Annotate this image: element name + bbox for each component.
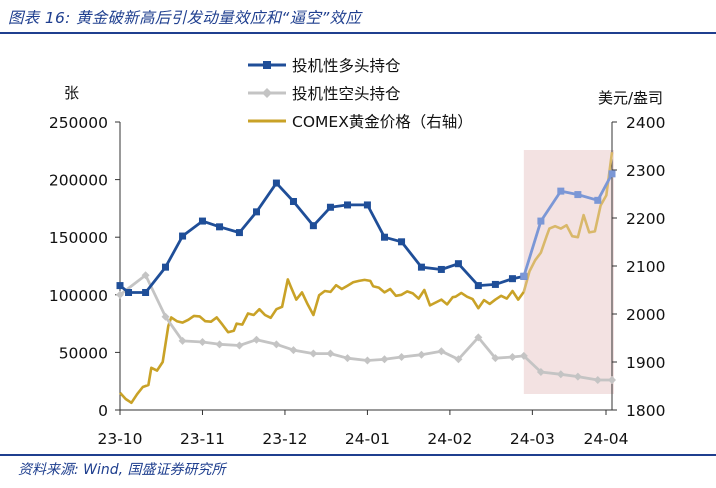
series-0-point: [289, 197, 297, 205]
right-tick-label: 2100: [626, 258, 665, 276]
series-2-point: [141, 271, 150, 280]
x-tick-label: 24-01: [345, 430, 390, 448]
series-2-point: [326, 349, 335, 358]
series-0-point: [142, 288, 150, 296]
series-1-point: [520, 272, 528, 280]
legend-swatch-marker: [263, 61, 271, 69]
series-2-point: [397, 353, 406, 362]
right-tick-label: 2000: [626, 306, 665, 324]
series-2-point: [474, 333, 483, 342]
series-0-point: [216, 223, 224, 231]
x-tick-label: 24-03: [510, 430, 555, 448]
series-1-point: [608, 170, 616, 178]
series-0-point: [272, 179, 280, 187]
series-0-point: [508, 275, 516, 283]
x-tick-label: 24-02: [427, 430, 472, 448]
series-2-point: [556, 370, 565, 379]
series-0-point: [344, 201, 352, 209]
series-1-point: [574, 191, 582, 199]
series-2-point: [235, 341, 244, 350]
x-tick-label: 23-10: [97, 430, 142, 448]
series-2-point: [593, 376, 602, 385]
series-1-point: [537, 217, 545, 225]
series-2-point: [161, 312, 170, 321]
series-2-point: [289, 346, 298, 355]
series-0-point: [474, 282, 482, 290]
series-0-point: [198, 217, 206, 225]
left-tick-label: 100000: [49, 287, 108, 305]
right-tick-label: 2200: [626, 210, 665, 228]
series-3-line: [119, 278, 525, 405]
right-tick-label: 1900: [626, 354, 665, 372]
series-2-point: [573, 372, 582, 381]
series-0-point: [253, 208, 261, 216]
legend-label: 投机性空头持仓: [292, 85, 401, 103]
series-0-point: [309, 222, 317, 230]
series-0-point: [380, 233, 388, 241]
legend-swatch-marker: [262, 88, 272, 98]
series-0-point: [454, 260, 462, 268]
right-tick-label: 2400: [626, 114, 665, 132]
x-tick-label: 24-04: [583, 430, 628, 448]
series-0-point: [179, 232, 187, 240]
series-2-point: [519, 351, 528, 360]
series-0-point: [162, 263, 170, 271]
series-0-point: [326, 203, 334, 211]
highlight-region: [523, 150, 614, 394]
series-2-point: [417, 350, 426, 359]
left-tick-label: 150000: [49, 229, 108, 247]
series-0-point: [417, 263, 425, 271]
series-2-line: [119, 273, 612, 382]
series-2-point: [198, 338, 207, 347]
series-2-point: [363, 356, 372, 365]
series-2-point: [508, 353, 517, 362]
left-tick-label: 0: [98, 402, 108, 420]
series-2-point: [309, 349, 318, 358]
series-2-point: [454, 355, 463, 364]
footer-rule: [0, 454, 716, 456]
series-0-point: [125, 288, 133, 296]
right-tick-label: 2300: [626, 162, 665, 180]
series-1-line: [522, 173, 614, 277]
series-1-point: [557, 187, 565, 195]
series-2-point: [252, 335, 261, 344]
source-note: 资料来源: Wind, 国盛证券研究所: [18, 462, 226, 478]
series-0-point: [437, 265, 445, 273]
series-2-point: [608, 376, 616, 385]
legend-label: 投机性多头持仓: [292, 57, 401, 75]
series-2-point: [178, 336, 187, 345]
x-tick-label: 23-12: [262, 430, 307, 448]
right-tick-label: 1800: [626, 402, 665, 420]
series-0-point: [116, 282, 124, 290]
series-2-point: [437, 347, 446, 356]
series-2-point: [116, 290, 124, 299]
left-tick-label: 250000: [49, 114, 108, 132]
series-2-point: [491, 354, 500, 363]
series-0-point: [491, 280, 499, 288]
figure-title: 图表 16: 黄金破新高后引发动量效应和“逼空”效应: [8, 9, 362, 27]
x-tick-label: 23-11: [180, 430, 225, 448]
series-1-point: [594, 196, 602, 204]
legend-label: COMEX黄金价格（右轴）: [292, 113, 473, 131]
left-unit-label: 张: [64, 84, 79, 102]
series-0-line: [119, 181, 525, 294]
series-2-point: [343, 354, 352, 363]
series-0-point: [235, 229, 243, 237]
left-tick-label: 200000: [49, 172, 108, 190]
left-tick-label: 50000: [59, 344, 108, 362]
right-unit-label: 美元/盎司: [598, 89, 663, 107]
series-4-line: [522, 152, 614, 293]
series-2-point: [215, 340, 224, 349]
series-2-point: [536, 367, 545, 376]
title-rule: [0, 32, 716, 34]
series-0-point: [363, 201, 371, 209]
series-2-point: [380, 355, 389, 364]
series-0-point: [398, 238, 406, 246]
series-2-point: [272, 340, 281, 349]
